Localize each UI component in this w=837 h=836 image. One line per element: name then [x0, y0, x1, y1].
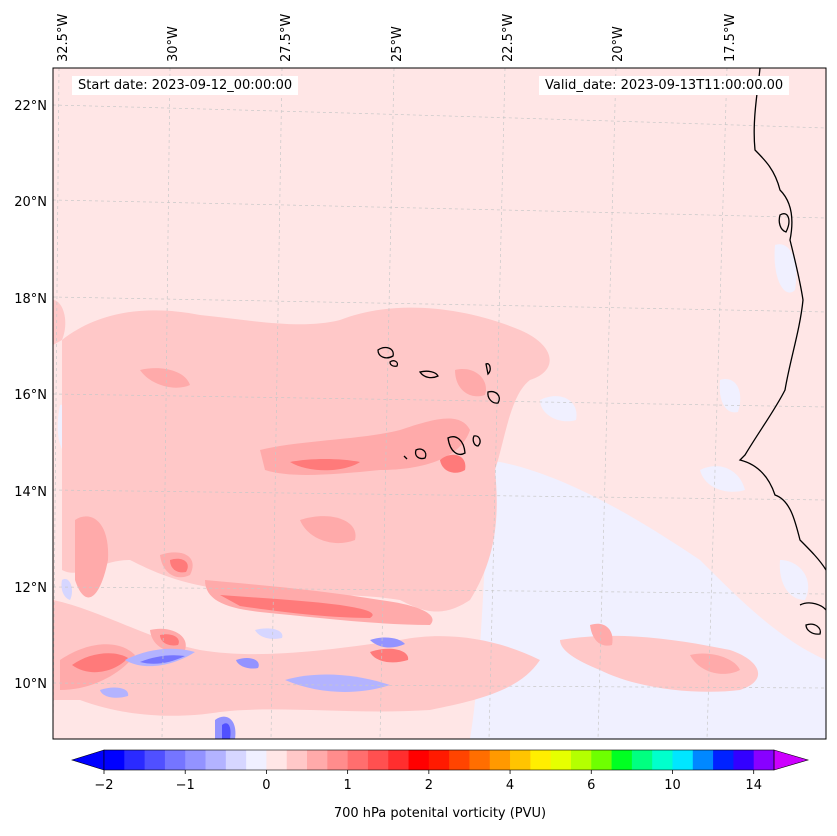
lat-label-5: 14°N — [14, 485, 47, 500]
colorbar-tick-label: 1 — [343, 778, 351, 793]
colorbar-cell — [591, 750, 613, 770]
colorbar-cell — [652, 750, 674, 770]
colorbar-tick-label: 2 — [425, 778, 433, 793]
colorbar: −2 −1 0 1 2 4 6 10 14 — [70, 749, 810, 793]
map-frame — [52, 67, 827, 740]
latitude-labels: 22°N 20°N 18°N 16°N 14°N 12°N 10°N — [14, 99, 47, 692]
colorbar-cell — [692, 750, 714, 770]
colorbar-cells — [104, 750, 775, 770]
lon-label-3: 27.5°W — [279, 14, 294, 62]
lon-label-2: 30°W — [166, 26, 181, 62]
colorbar-cell — [489, 750, 511, 770]
colorbar-cell — [286, 750, 308, 770]
pv-strong-positive — [72, 454, 466, 673]
coastlines — [377, 68, 826, 635]
colorbar-frame — [103, 749, 775, 771]
colorbar-cell — [753, 750, 775, 770]
lon-label-4: 25°W — [390, 26, 405, 62]
colorbar-cell — [631, 750, 653, 770]
colorbar-cell — [307, 750, 328, 770]
colorbar-tick-label: −2 — [94, 778, 113, 793]
gridlines — [53, 68, 826, 739]
pv-negative-streaks — [61, 579, 405, 739]
colorbar-tick-label: 0 — [262, 778, 270, 793]
colorbar-cell — [408, 750, 430, 770]
colorbar-cell — [428, 750, 450, 770]
colorbar-cell — [469, 750, 491, 770]
lon-label-6: 20°W — [611, 26, 626, 62]
lat-label-2: 20°N — [14, 195, 47, 210]
start-date-label: Start date: 2023-09-12_00:00:00 — [72, 76, 299, 95]
colorbar-tick-label: −1 — [176, 778, 195, 793]
colorbar-cell — [124, 750, 146, 770]
colorbar-cell — [611, 750, 633, 770]
colorbar-tick-label: 14 — [745, 778, 762, 793]
colorbar-cell — [246, 750, 268, 770]
colorbar-cell — [205, 750, 227, 770]
lon-label-1: 32.5°W — [56, 14, 71, 62]
map-panel — [52, 67, 827, 740]
colorbar-cell — [530, 750, 552, 770]
colorbar-cell — [266, 750, 288, 770]
colorbar-tick-label: 6 — [587, 778, 595, 793]
colorbar-label: 700 hPa potenital vorticity (PVU) — [333, 806, 547, 821]
colorbar-cell — [510, 750, 531, 770]
lat-label-4: 16°N — [14, 388, 47, 403]
valid-date-label: Valid_date: 2023-09-13T11:00:00.00 — [539, 76, 790, 95]
colorbar-cell — [164, 750, 186, 770]
colorbar-tick-label: 4 — [506, 778, 514, 793]
colorbar-cell — [733, 750, 755, 770]
colorbar-cell — [144, 750, 166, 770]
lat-label-7: 10°N — [14, 677, 47, 692]
colorbar-cell — [347, 750, 369, 770]
lon-label-5: 22.5°W — [501, 14, 516, 62]
colorbar-cell — [327, 750, 349, 770]
colorbar-cell — [185, 750, 207, 770]
colorbar-under-arrow — [70, 749, 105, 771]
colorbar-cell — [570, 750, 592, 770]
colorbar-cell — [388, 750, 410, 770]
lon-label-7: 17.5°W — [723, 14, 738, 62]
colorbar-ticks: −2 −1 0 1 2 4 6 10 14 — [94, 770, 762, 793]
colorbar-cell — [672, 750, 694, 770]
lat-label-3: 18°N — [14, 292, 47, 307]
colorbar-cell — [550, 750, 572, 770]
colorbar-cell — [713, 750, 734, 770]
lat-label-6: 12°N — [14, 581, 47, 596]
lat-label-1: 22°N — [14, 99, 47, 114]
colorbar-cell — [104, 750, 125, 770]
longitude-labels: 32.5°W 30°W 27.5°W 25°W 22.5°W 20°W 17.5… — [56, 14, 738, 62]
colorbar-cell — [449, 750, 471, 770]
colorbar-cell — [367, 750, 389, 770]
colorbar-over-arrow — [773, 749, 810, 771]
colorbar-cell — [225, 750, 247, 770]
colorbar-tick-label: 10 — [664, 778, 681, 793]
